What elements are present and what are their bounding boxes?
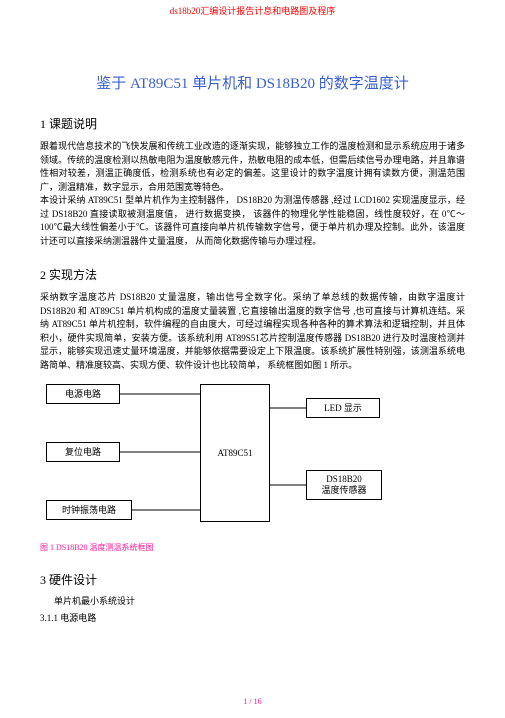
node-clock: 时钟振荡电路 [46, 500, 132, 520]
node-sensor: DS18B20 温度传感器 [306, 470, 382, 500]
section2-heading: 2 实现方法 [40, 266, 465, 283]
page-footer: 1 / 16 [0, 697, 505, 706]
page-title: 鉴于 AT89C51 单片机和 DS18B20 的数字温度计 [40, 72, 465, 93]
doc-header: ds18b20汇编设计报告计息和电路图及程序 [40, 4, 465, 17]
section2-para: 采纳数字温度芯片 DS18B20 丈量温度，输出信号全数字化。采纳了单总线的数据… [40, 291, 465, 372]
section1-heading: 1 课题说明 [40, 115, 465, 132]
section3-sub2: 3.1.1 电源电路 [40, 611, 465, 624]
section1-para2: 本设计采纳 AT89C51 型单片机作为主控制器件， DS18B20 为测温传感… [40, 194, 465, 248]
node-mcu: AT89C51 [200, 384, 270, 522]
node-led: LED 显示 [306, 398, 380, 418]
section3-heading: 3 硬件设计 [40, 571, 465, 588]
node-power: 电源电路 [46, 384, 120, 404]
node-reset: 复位电路 [46, 442, 120, 462]
section3-sub1: 单片机最小系统设计 [54, 594, 465, 607]
diagram-caption: 图 1 DS18B20 温度测温系统框图 [40, 542, 465, 553]
system-block-diagram: 电源电路 复位电路 时钟振荡电路 AT89C51 LED 显示 DS18B20 … [40, 378, 460, 538]
section1-para1: 跟着现代信息技术的飞快发展和传统工业改造的逐渐实现，能够独立工作的温度检测和显示… [40, 140, 465, 194]
